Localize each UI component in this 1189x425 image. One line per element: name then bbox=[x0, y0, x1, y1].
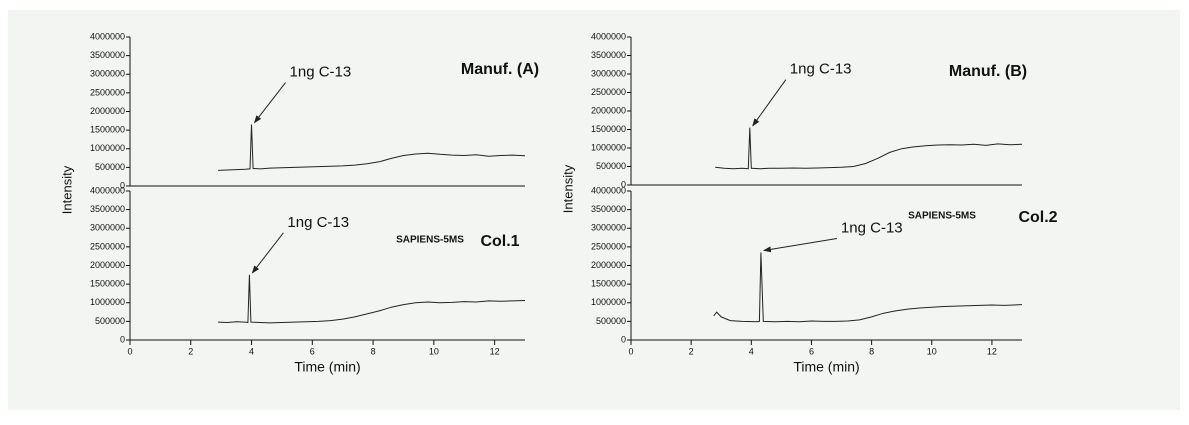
column-name: SAPIENS-5MS bbox=[908, 211, 976, 222]
y-axis-label: Intensity bbox=[560, 164, 575, 213]
x-tick-label: 8 bbox=[869, 346, 874, 356]
x-tick-label: 0 bbox=[628, 346, 633, 356]
annotation: 1ng C-13 bbox=[290, 64, 352, 81]
y-axis-label: Intensity bbox=[59, 165, 74, 214]
trace bbox=[218, 124, 526, 171]
trace bbox=[713, 252, 1023, 323]
trace bbox=[715, 127, 1023, 170]
x-tick-label: 2 bbox=[188, 346, 193, 356]
y-tick-label: 4000000 bbox=[591, 31, 626, 41]
y-tick-label: 2500000 bbox=[90, 87, 125, 97]
y-tick-label: 2000000 bbox=[591, 105, 626, 115]
trace bbox=[218, 274, 526, 324]
x-tick-label: 6 bbox=[809, 346, 814, 356]
annotation-arrow bbox=[752, 79, 787, 127]
y-tick-label: 0 bbox=[120, 180, 125, 190]
y-tick-label: 1000000 bbox=[90, 297, 125, 307]
panel-label: Col.1 bbox=[480, 233, 519, 250]
panel-label: Manuf. (B) bbox=[949, 63, 1027, 80]
x-tick-label: 4 bbox=[749, 346, 754, 356]
column-name: SAPIENS-5MS bbox=[396, 235, 464, 246]
y-tick-label: 2000000 bbox=[90, 260, 125, 270]
x-tick-label: 10 bbox=[927, 346, 937, 356]
y-tick-label: 3000000 bbox=[591, 223, 626, 233]
x-tick-label: 6 bbox=[310, 346, 315, 356]
annotation-arrow bbox=[253, 82, 286, 124]
y-tick-label: 1000000 bbox=[591, 142, 626, 152]
annotation-arrow bbox=[762, 237, 838, 253]
y-tick-label: 3000000 bbox=[90, 223, 125, 233]
y-tick-label: 4000000 bbox=[591, 185, 626, 195]
x-axis-label: Time (min) bbox=[793, 359, 859, 375]
y-tick-label: 3500000 bbox=[591, 204, 626, 214]
y-tick-label: 3500000 bbox=[90, 204, 125, 214]
y-tick-label: 4000000 bbox=[90, 185, 125, 195]
panel-label: Manuf. (A) bbox=[461, 61, 539, 78]
y-tick-label: 1000000 bbox=[90, 143, 125, 153]
x-tick-label: 10 bbox=[429, 346, 439, 356]
y-tick-label: 1500000 bbox=[90, 125, 125, 135]
x-tick-label: 2 bbox=[689, 346, 694, 356]
y-tick-label: 2500000 bbox=[591, 87, 626, 97]
background bbox=[8, 10, 1180, 410]
y-tick-label: 500000 bbox=[596, 161, 626, 171]
y-tick-label: 500000 bbox=[95, 316, 125, 326]
x-axis-label: Time (min) bbox=[294, 359, 360, 375]
panel-label: Col.2 bbox=[1018, 209, 1057, 226]
y-tick-label: 1500000 bbox=[591, 279, 626, 289]
annotation: 1ng C-13 bbox=[287, 214, 349, 231]
y-tick-label: 3500000 bbox=[90, 50, 125, 60]
y-tick-label: 0 bbox=[120, 334, 125, 344]
annotation: 1ng C-13 bbox=[790, 61, 852, 78]
x-tick-label: 4 bbox=[249, 346, 254, 356]
y-tick-label: 4000000 bbox=[90, 31, 125, 41]
x-tick-label: 0 bbox=[127, 346, 132, 356]
annotation: 1ng C-13 bbox=[841, 219, 903, 236]
y-tick-label: 2000000 bbox=[591, 260, 626, 270]
y-tick-label: 1500000 bbox=[90, 279, 125, 289]
y-tick-label: 2500000 bbox=[90, 241, 125, 251]
y-tick-label: 3500000 bbox=[591, 50, 626, 60]
y-tick-label: 500000 bbox=[596, 316, 626, 326]
y-tick-label: 0 bbox=[621, 334, 626, 344]
annotation-arrow bbox=[251, 232, 284, 274]
x-tick-label: 12 bbox=[490, 346, 500, 356]
x-tick-label: 12 bbox=[987, 346, 997, 356]
y-tick-label: 1000000 bbox=[591, 297, 626, 307]
y-tick-label: 2000000 bbox=[90, 106, 125, 116]
y-tick-label: 2500000 bbox=[591, 241, 626, 251]
y-tick-label: 500000 bbox=[95, 162, 125, 172]
y-tick-label: 3000000 bbox=[90, 69, 125, 79]
y-tick-label: 0 bbox=[621, 179, 626, 189]
x-tick-label: 8 bbox=[371, 346, 376, 356]
y-tick-label: 3000000 bbox=[591, 68, 626, 78]
y-tick-label: 1500000 bbox=[591, 124, 626, 134]
